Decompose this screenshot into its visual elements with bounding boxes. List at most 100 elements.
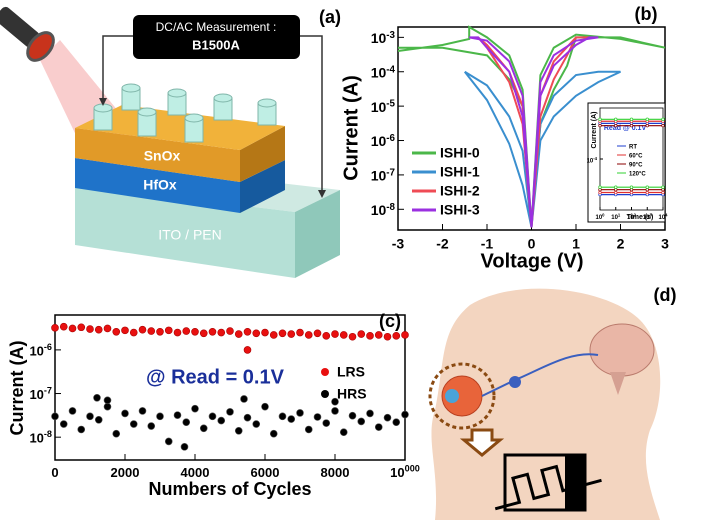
point — [614, 185, 618, 189]
snox-front — [75, 128, 240, 182]
point — [191, 404, 199, 413]
point — [59, 420, 68, 428]
point — [645, 124, 649, 128]
point — [645, 117, 649, 121]
legend-swatch — [321, 368, 329, 376]
point — [661, 190, 665, 195]
x-tick-label: 104 — [658, 213, 668, 221]
point — [234, 330, 243, 338]
point — [173, 411, 182, 419]
wire — [102, 35, 135, 100]
point — [383, 413, 392, 422]
panel-label: (c) — [379, 311, 401, 331]
brainstem — [610, 372, 626, 395]
point — [173, 328, 182, 337]
x-axis-title: Time (s) — [627, 214, 654, 221]
point — [240, 395, 248, 403]
point — [217, 416, 226, 425]
point — [348, 411, 357, 420]
y-tick-label: 10-7 — [371, 167, 396, 184]
legend-label: 60°C — [629, 154, 643, 160]
x-tick-label: 3 — [661, 235, 669, 251]
point — [77, 425, 86, 434]
point — [164, 326, 173, 335]
point — [357, 417, 366, 426]
electrodes — [93, 83, 277, 143]
point — [208, 327, 217, 336]
x-tick-label: 0 — [51, 465, 58, 480]
arrow — [459, 428, 505, 457]
point — [313, 329, 322, 338]
legend-label: ISHI-2 — [440, 183, 480, 199]
point — [217, 328, 226, 337]
point — [304, 331, 313, 339]
y-tick-label: 10-6 — [371, 133, 396, 150]
point — [59, 322, 68, 331]
point — [112, 429, 121, 438]
legend-label: 90°C — [629, 163, 643, 169]
y-tick-label: 10-8 — [29, 429, 52, 445]
point — [598, 185, 602, 189]
point — [629, 124, 634, 128]
point — [199, 424, 208, 433]
point — [129, 420, 138, 428]
point — [103, 396, 112, 405]
y-tick-label: 10-4 — [587, 156, 598, 164]
point — [374, 423, 383, 431]
point — [401, 410, 409, 419]
point — [313, 413, 322, 421]
point — [68, 324, 77, 333]
eye-circle — [428, 362, 496, 430]
panel-label: (b) — [635, 4, 658, 24]
legend-label: ISHI-0 — [440, 145, 480, 161]
panel-a: DC/AC Measurement : B1500A SnOx HfOx ITO… — [0, 6, 341, 278]
memristor-symbol — [494, 464, 602, 511]
pupil — [445, 389, 459, 403]
annotation: Read @ 0.1V — [604, 125, 647, 132]
point — [357, 330, 366, 338]
point — [261, 402, 269, 411]
point — [103, 324, 112, 333]
x-tick-label: 103 — [643, 213, 653, 221]
legend-label: HRS — [337, 386, 367, 402]
y-tick-label: 10-7 — [29, 386, 52, 402]
x-tick-label: 0 — [528, 235, 536, 251]
series-line — [463, 70, 621, 228]
point — [331, 397, 339, 406]
point — [614, 124, 618, 128]
point — [243, 413, 252, 422]
layer-label: ITO / PEN — [158, 227, 222, 243]
legend-label: ISHI-1 — [440, 164, 480, 180]
point — [614, 117, 618, 121]
x-tick-label: -2 — [436, 235, 449, 251]
legend-label: RT — [629, 145, 637, 151]
point — [296, 328, 304, 337]
point — [191, 327, 199, 336]
point — [208, 412, 217, 421]
x-tick-label: 10000 — [390, 464, 420, 480]
point — [243, 346, 252, 354]
point — [269, 429, 278, 438]
point — [243, 327, 252, 336]
point — [401, 331, 409, 339]
point — [296, 409, 304, 417]
point — [322, 332, 331, 340]
point — [614, 190, 618, 195]
y-axis-title: Current (A) — [591, 112, 598, 149]
series-line — [469, 36, 599, 228]
point — [645, 185, 649, 189]
y-tick-label: 10-6 — [29, 342, 52, 358]
x-tick-label: -1 — [481, 235, 494, 251]
x-axis-title: Voltage (V) — [481, 250, 584, 272]
x-tick-label: 4000 — [181, 465, 210, 480]
point — [392, 418, 401, 427]
memristor-band — [565, 455, 585, 510]
arrow — [318, 190, 326, 198]
point — [112, 327, 121, 336]
point — [598, 190, 602, 195]
point — [331, 330, 339, 338]
point — [661, 124, 665, 128]
point — [278, 412, 287, 421]
flashlight — [0, 6, 55, 62]
x-tick-label: -3 — [392, 235, 405, 251]
